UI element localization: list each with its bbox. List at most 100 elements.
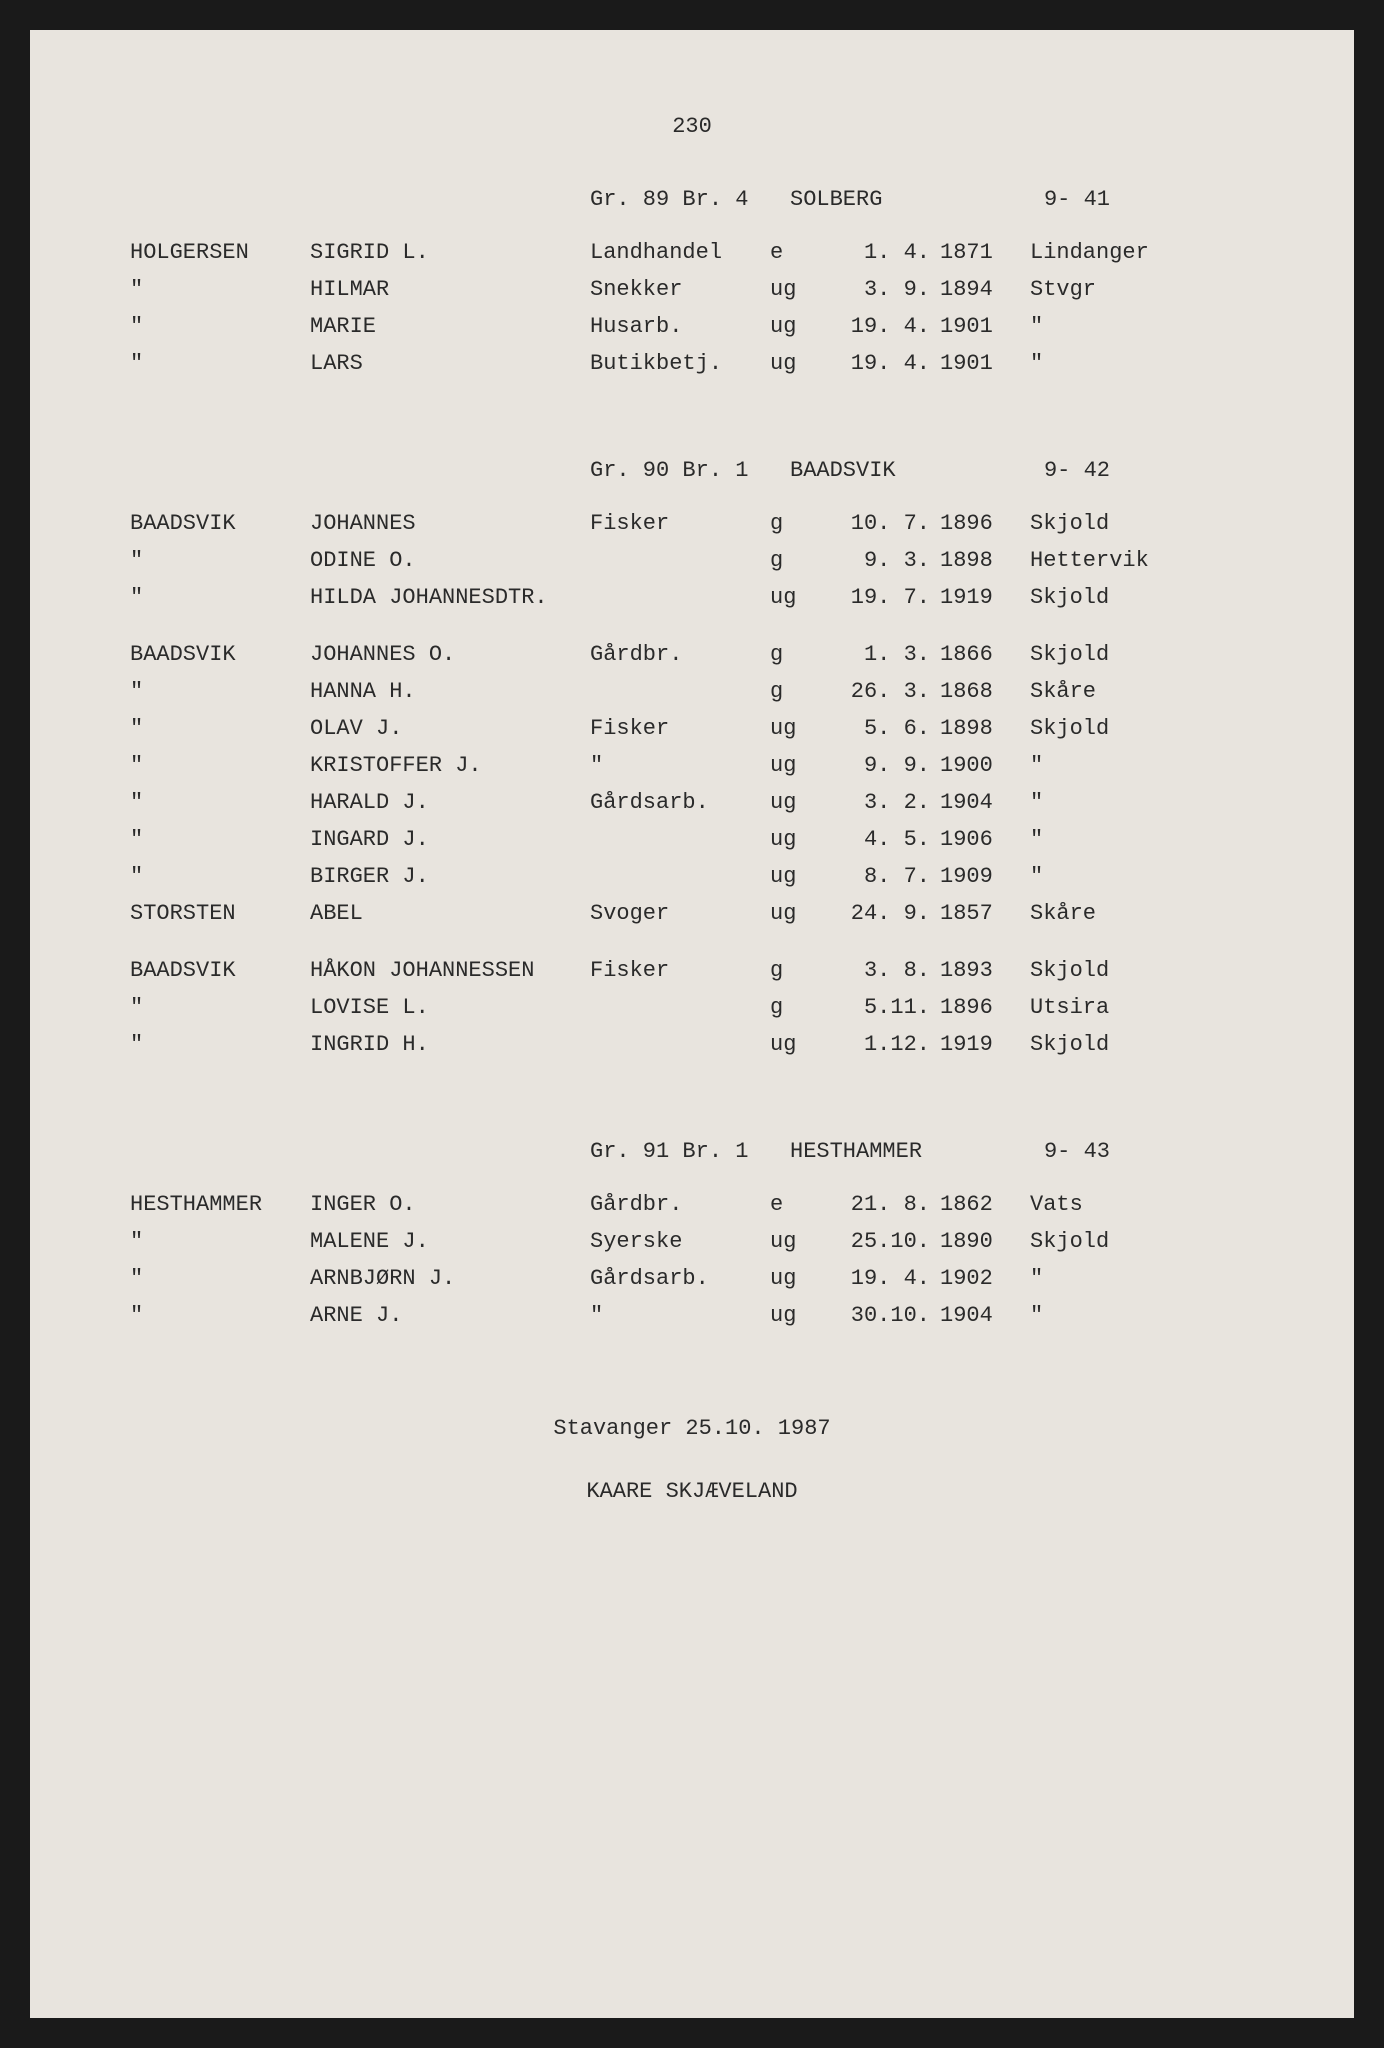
cell-given: HILDA JOHANNESDTR. bbox=[310, 581, 590, 614]
section-header: Gr. 89 Br. 4SOLBERG9- 41 bbox=[130, 183, 1254, 216]
section-place: BAADSVIK bbox=[790, 454, 990, 487]
cell-surname: " bbox=[130, 786, 310, 819]
data-row: "MARIEHusarb.ug19. 4.1901" bbox=[130, 310, 1254, 343]
cell-occupation: Gårdsarb. bbox=[590, 786, 770, 819]
document-page: 230 Gr. 89 Br. 4SOLBERG9- 41 HOLGERSENSIG… bbox=[30, 30, 1354, 2018]
cell-origin: Lindanger bbox=[1030, 236, 1230, 269]
cell-given: SIGRID L. bbox=[310, 236, 590, 269]
cell-date: 30.10. bbox=[820, 1299, 940, 1332]
cell-given: INGARD J. bbox=[310, 823, 590, 856]
data-row: "BIRGER J.ug8. 7.1909" bbox=[130, 860, 1254, 893]
group-gap bbox=[130, 934, 1254, 954]
cell-given: MARIE bbox=[310, 310, 590, 343]
cell-origin: Vats bbox=[1030, 1188, 1230, 1221]
cell-occupation: Fisker bbox=[590, 507, 770, 540]
cell-origin: Skåre bbox=[1030, 675, 1230, 708]
cell-status: ug bbox=[770, 1028, 820, 1061]
cell-origin: " bbox=[1030, 786, 1230, 819]
data-row: "KRISTOFFER J."ug9. 9.1900" bbox=[130, 749, 1254, 782]
group-gap bbox=[130, 618, 1254, 638]
cell-surname: " bbox=[130, 1028, 310, 1061]
cell-year: 1901 bbox=[940, 347, 1030, 380]
cell-status: g bbox=[770, 507, 820, 540]
data-row: HOLGERSENSIGRID L.Landhandele1. 4.1871Li… bbox=[130, 236, 1254, 269]
cell-origin: Skjold bbox=[1030, 638, 1230, 671]
cell-surname: HESTHAMMER bbox=[130, 1188, 310, 1221]
cell-occupation: Gårdbr. bbox=[590, 638, 770, 671]
cell-given: INGER O. bbox=[310, 1188, 590, 1221]
data-row: "ARNBJØRN J.Gårdsarb.ug19. 4.1902" bbox=[130, 1262, 1254, 1295]
cell-origin: " bbox=[1030, 823, 1230, 856]
section-gr-br: Gr. 91 Br. 1 bbox=[590, 1135, 790, 1168]
cell-year: 1894 bbox=[940, 273, 1030, 306]
cell-status: g bbox=[770, 675, 820, 708]
cell-date: 9. 9. bbox=[820, 749, 940, 782]
cell-given: ARNBJØRN J. bbox=[310, 1262, 590, 1295]
section-ref: 9- 42 bbox=[990, 454, 1110, 487]
cell-year: 1909 bbox=[940, 860, 1030, 893]
footer-date-place: Stavanger 25.10. 1987 bbox=[130, 1412, 1254, 1445]
cell-origin: Skjold bbox=[1030, 507, 1230, 540]
cell-status: g bbox=[770, 638, 820, 671]
cell-origin: " bbox=[1030, 347, 1230, 380]
cell-occupation bbox=[590, 991, 770, 1024]
cell-date: 5. 6. bbox=[820, 712, 940, 745]
page-number: 230 bbox=[130, 110, 1254, 143]
cell-status: ug bbox=[770, 749, 820, 782]
cell-status: g bbox=[770, 544, 820, 577]
cell-date: 21. 8. bbox=[820, 1188, 940, 1221]
cell-occupation: Snekker bbox=[590, 273, 770, 306]
cell-status: ug bbox=[770, 347, 820, 380]
cell-surname: " bbox=[130, 273, 310, 306]
cell-surname: " bbox=[130, 823, 310, 856]
cell-status: ug bbox=[770, 1299, 820, 1332]
cell-year: 1890 bbox=[940, 1225, 1030, 1258]
cell-occupation: " bbox=[590, 749, 770, 782]
cell-status: ug bbox=[770, 786, 820, 819]
cell-occupation bbox=[590, 823, 770, 856]
cell-status: ug bbox=[770, 1262, 820, 1295]
cell-occupation bbox=[590, 860, 770, 893]
cell-occupation: Butikbetj. bbox=[590, 347, 770, 380]
cell-origin: " bbox=[1030, 1262, 1230, 1295]
cell-origin: Utsira bbox=[1030, 991, 1230, 1024]
cell-surname: " bbox=[130, 1299, 310, 1332]
cell-given: HANNA H. bbox=[310, 675, 590, 708]
cell-year: 1902 bbox=[940, 1262, 1030, 1295]
cell-year: 1904 bbox=[940, 1299, 1030, 1332]
cell-origin: " bbox=[1030, 749, 1230, 782]
section-gr-br: Gr. 89 Br. 4 bbox=[590, 183, 790, 216]
cell-status: ug bbox=[770, 1225, 820, 1258]
data-row: BAADSVIKJOHANNESFiskerg10. 7.1896Skjold bbox=[130, 507, 1254, 540]
cell-given: ABEL bbox=[310, 897, 590, 930]
cell-surname: " bbox=[130, 544, 310, 577]
data-row: "INGRID H.ug1.12.1919Skjold bbox=[130, 1028, 1254, 1061]
cell-year: 1898 bbox=[940, 544, 1030, 577]
cell-date: 19. 7. bbox=[820, 581, 940, 614]
data-row: "ODINE O.g9. 3.1898Hettervik bbox=[130, 544, 1254, 577]
cell-given: INGRID H. bbox=[310, 1028, 590, 1061]
cell-occupation: Husarb. bbox=[590, 310, 770, 343]
cell-date: 19. 4. bbox=[820, 1262, 940, 1295]
cell-origin: Stvgr bbox=[1030, 273, 1230, 306]
data-row: "OLAV J.Fiskerug5. 6.1898Skjold bbox=[130, 712, 1254, 745]
section-place: HESTHAMMER bbox=[790, 1135, 990, 1168]
cell-year: 1898 bbox=[940, 712, 1030, 745]
cell-surname: " bbox=[130, 712, 310, 745]
cell-status: ug bbox=[770, 897, 820, 930]
cell-origin: Skjold bbox=[1030, 954, 1230, 987]
section-gr-br: Gr. 90 Br. 1 bbox=[590, 454, 790, 487]
cell-given: HÅKON JOHANNESSEN bbox=[310, 954, 590, 987]
cell-occupation: Landhandel bbox=[590, 236, 770, 269]
cell-surname: " bbox=[130, 749, 310, 782]
data-row: BAADSVIKHÅKON JOHANNESSENFiskerg3. 8.189… bbox=[130, 954, 1254, 987]
cell-given: HILMAR bbox=[310, 273, 590, 306]
cell-date: 19. 4. bbox=[820, 347, 940, 380]
cell-date: 3. 2. bbox=[820, 786, 940, 819]
cell-date: 3. 8. bbox=[820, 954, 940, 987]
cell-year: 1871 bbox=[940, 236, 1030, 269]
cell-given: ARNE J. bbox=[310, 1299, 590, 1332]
data-row: "INGARD J.ug4. 5.1906" bbox=[130, 823, 1254, 856]
cell-origin: Skjold bbox=[1030, 1028, 1230, 1061]
cell-year: 1866 bbox=[940, 638, 1030, 671]
